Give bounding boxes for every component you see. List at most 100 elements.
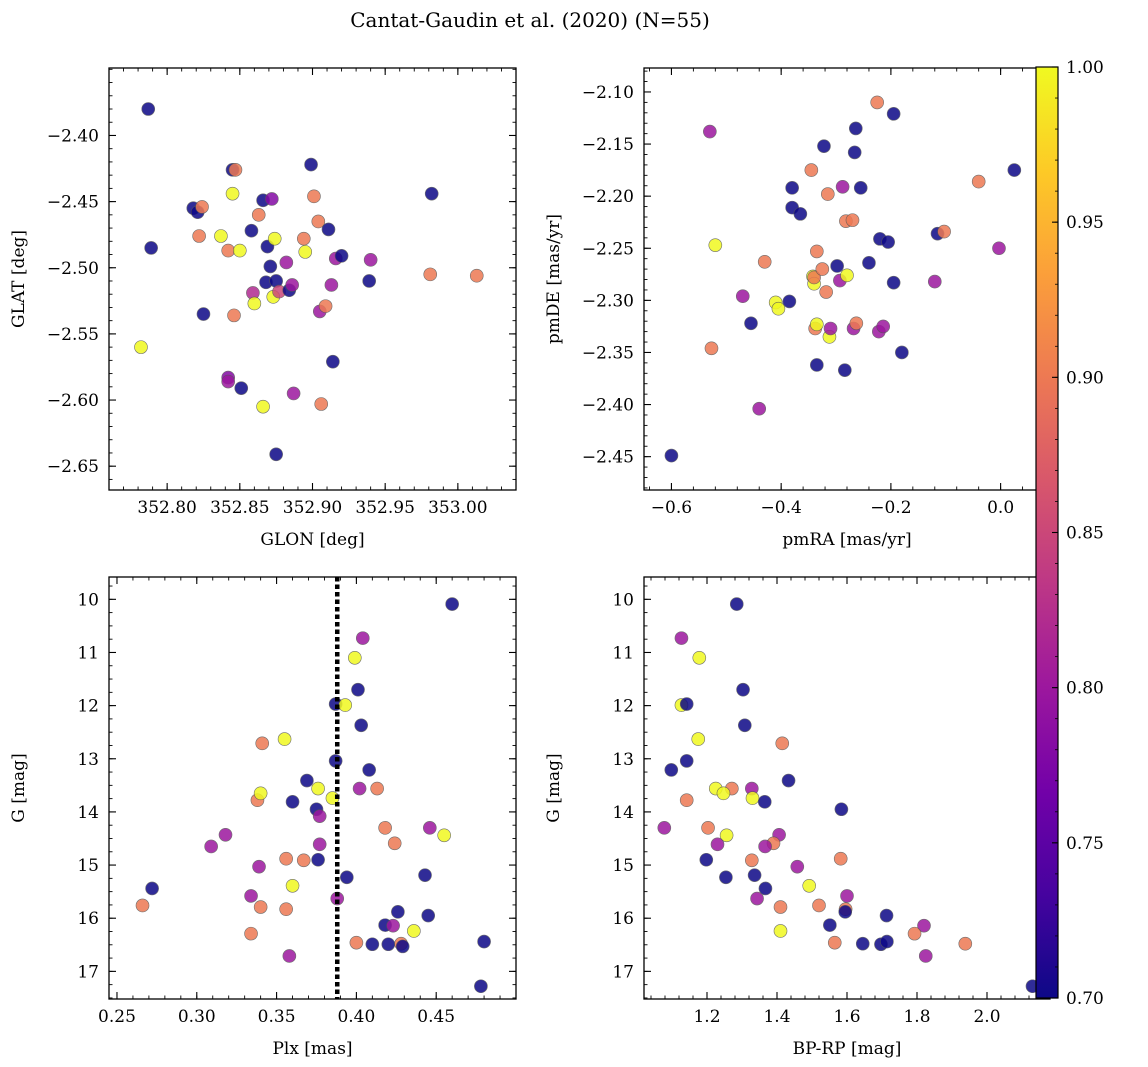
glon_glat-point-50 bbox=[363, 253, 378, 267]
plx_g-point-32 bbox=[351, 682, 365, 697]
plx_g-point-23 bbox=[312, 809, 327, 823]
glon_glat-xtick-label-1: 352.85 bbox=[210, 498, 269, 518]
glon_glat-point-45 bbox=[321, 222, 336, 237]
pmra_pmde-point-34 bbox=[845, 213, 860, 227]
pmra_pmde-point-0 bbox=[664, 448, 679, 463]
pmra_pmde-point-21 bbox=[810, 244, 824, 259]
pmra_pmde-point-46 bbox=[886, 107, 901, 121]
plx_g-xtick-label-3: 0.40 bbox=[337, 1007, 375, 1027]
pmra_pmde-ytick-label-0: −2.10 bbox=[582, 83, 634, 103]
pmra_pmde-point-24 bbox=[819, 285, 833, 299]
plx_g-ytick-label-0: 10 bbox=[77, 590, 99, 610]
bprp_g-point-43 bbox=[823, 918, 837, 932]
pmra_pmde-point-40 bbox=[862, 256, 876, 270]
glon_glat-point-52 bbox=[424, 186, 439, 201]
plx_g-point-30 bbox=[347, 650, 362, 665]
bprp_g-point-27 bbox=[833, 851, 848, 866]
plx_g-point-7 bbox=[252, 859, 266, 874]
plx_g-ytick-label-4: 14 bbox=[77, 803, 99, 823]
pmra_pmde-point-28 bbox=[830, 259, 844, 273]
glon_glat-xtick-label-3: 352.95 bbox=[355, 498, 414, 518]
glon_glat-point-27 bbox=[264, 192, 279, 206]
panel-bprp-g: 1.2 1.4 1.6 1.8 2.0 10 11 12 13 14 15 16 17 BP-RP [ma… bbox=[544, 576, 1051, 1059]
pmra_pmde-point-41 bbox=[870, 95, 884, 110]
bprp_g-point-19 bbox=[834, 802, 849, 817]
pmra_pmde-point-45 bbox=[881, 235, 895, 249]
pmra_pmde-point-3 bbox=[708, 238, 723, 252]
plx_g-ylabel: G [mag] bbox=[9, 753, 29, 822]
glon_glat-point-0 bbox=[141, 102, 156, 116]
pmra_pmde-point-37 bbox=[848, 121, 863, 136]
plx_g-point-41 bbox=[381, 937, 396, 952]
glon_glat-point-6 bbox=[195, 200, 209, 214]
pmra_pmde-point-9 bbox=[771, 301, 786, 316]
plx_g-point-12 bbox=[279, 851, 293, 866]
bprp_g-ytick-label-1: 11 bbox=[612, 643, 634, 663]
pmra_pmde-point-53 bbox=[992, 241, 1006, 256]
bprp_g-point-11 bbox=[781, 773, 796, 788]
colorbar-tick-label-2: 0.80 bbox=[1066, 679, 1104, 699]
plx_g-point-2 bbox=[204, 839, 218, 854]
plx_g-ytick-label-7: 17 bbox=[77, 962, 99, 982]
bprp_g-point-0 bbox=[729, 597, 744, 611]
bprp_g-ytick-label-6: 16 bbox=[612, 909, 634, 929]
glon_glat-point-17 bbox=[234, 381, 249, 395]
plx_g-point-13 bbox=[279, 902, 293, 916]
bprp_g-point-8 bbox=[775, 736, 790, 751]
plx_g-point-54 bbox=[477, 934, 491, 949]
glon_glat-point-37 bbox=[296, 231, 311, 246]
plx_g-point-44 bbox=[391, 905, 405, 919]
glon_glat-point-40 bbox=[307, 189, 321, 204]
bprp_g-point-10 bbox=[664, 763, 679, 777]
pmra_pmde-ytick-label-1: −2.15 bbox=[582, 135, 634, 155]
glon_glat-point-5 bbox=[192, 229, 206, 243]
plx_g-point-50 bbox=[423, 821, 437, 835]
bprp_g-ylabel: G [mag] bbox=[544, 753, 564, 822]
pmra_pmde-point-4 bbox=[735, 289, 750, 303]
glon_glat-ytick-label-4: −2.60 bbox=[47, 391, 99, 411]
colorbar-tick-label-1: 0.75 bbox=[1066, 834, 1104, 854]
bprp_g-point-20 bbox=[657, 821, 672, 835]
colorbar: 0.70 0.75 0.80 0.85 0.90 0.95 1.00 bbox=[1035, 58, 1104, 1009]
bprp_g-ytick-label-3: 13 bbox=[612, 750, 634, 770]
plx_g-point-51 bbox=[437, 828, 451, 843]
plx_g-point-47 bbox=[407, 924, 421, 938]
glon_glat-point-2 bbox=[134, 340, 148, 354]
pmra_pmde-point-23 bbox=[817, 139, 831, 153]
glon_glat-point-44 bbox=[318, 299, 333, 313]
glon_glat-axes-frame bbox=[108, 67, 517, 491]
plx_g-point-46 bbox=[395, 939, 410, 954]
bprp_g-ytick-label-7: 17 bbox=[612, 962, 634, 982]
plx_g-point-38 bbox=[370, 781, 384, 796]
bprp_g-point-37 bbox=[773, 900, 788, 914]
pmra_pmde-point-17 bbox=[807, 270, 821, 285]
bprp_g-xtick-label-4: 2.0 bbox=[973, 1007, 1000, 1027]
pmra_pmde-ytick-label-6: −2.40 bbox=[582, 396, 634, 416]
bprp_g-xtick-label-0: 1.2 bbox=[693, 1007, 720, 1027]
glon_glat-point-35 bbox=[285, 278, 299, 292]
bprp_g-point-33 bbox=[802, 878, 817, 893]
pmra_pmde-ytick-label-3: −2.25 bbox=[582, 239, 634, 259]
glon_glat-point-26 bbox=[263, 259, 278, 274]
pmra_pmde-point-54 bbox=[1007, 163, 1022, 177]
glon_glat-ytick-label-3: −2.55 bbox=[47, 325, 99, 345]
colorbar-tick-label-3: 0.85 bbox=[1066, 524, 1104, 544]
pmra_pmde-point-20 bbox=[810, 358, 824, 372]
plx_g-axes-frame bbox=[108, 576, 517, 1000]
plx_g-point-29 bbox=[340, 870, 354, 885]
glon_glat-xlabel: GLON [deg] bbox=[260, 530, 364, 550]
glon_glat-point-20 bbox=[247, 296, 262, 311]
glon_glat-point-51 bbox=[362, 274, 376, 288]
plx_g-point-18 bbox=[300, 773, 314, 788]
plx_g-xtick-label-2: 0.35 bbox=[258, 1007, 296, 1027]
bprp_g-point-29 bbox=[744, 853, 759, 868]
figure-title: Cantat-Gaudin et al. (2020) (N=55) bbox=[350, 8, 710, 32]
glon_glat-point-41 bbox=[311, 214, 326, 229]
bprp_g-point-36 bbox=[750, 891, 764, 906]
plx_g-point-43 bbox=[387, 836, 402, 851]
panel-plx-g: 0.25 0.30 0.35 0.40 0.45 10 11 12 13 14 15 16 17 Plx … bbox=[9, 576, 517, 1059]
pmra_pmde-ytick-label-4: −2.30 bbox=[582, 291, 634, 311]
pmra_pmde-xtick-label-3: 0.0 bbox=[987, 498, 1014, 518]
colorbar-tick-label-6: 1.00 bbox=[1066, 58, 1104, 78]
glon_glat-point-53 bbox=[423, 267, 438, 282]
